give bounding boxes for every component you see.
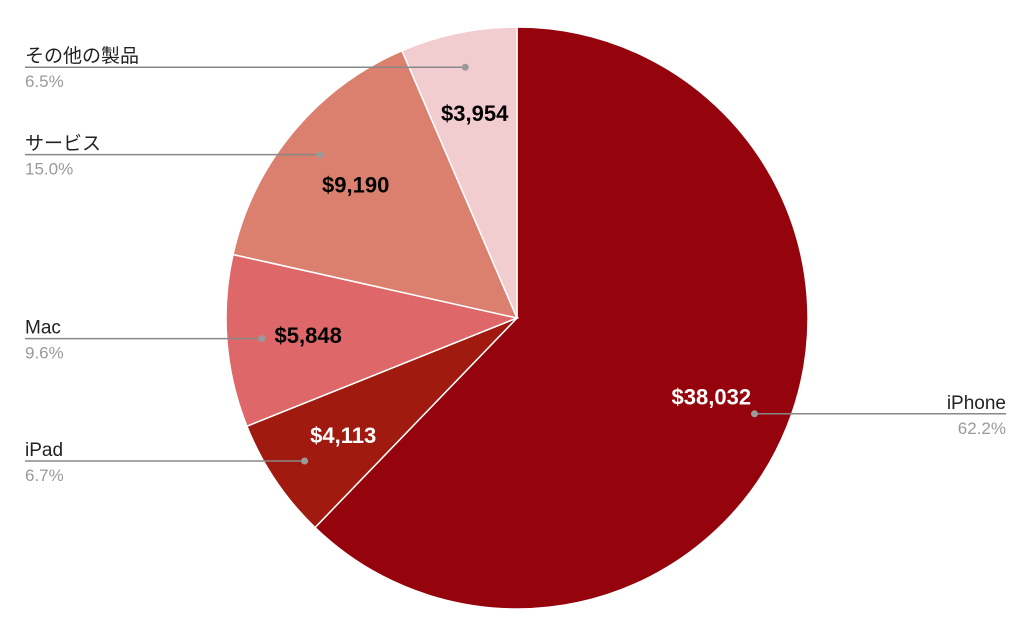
slice-2-legend-name: iPad	[25, 440, 63, 461]
pie-slice-3	[225, 253, 520, 428]
slice-3-legend-name: Mac	[25, 318, 61, 339]
slice-2-legend-percent: 6.7%	[25, 466, 64, 485]
slice-1-legend-name: iPhone	[947, 393, 1006, 414]
slice-4-legend-percent: 15.0%	[25, 160, 73, 179]
slice-5-value-label: $3,954	[441, 101, 509, 126]
pie-slice-5	[400, 26, 518, 319]
slice-2-value-label: $4,113	[310, 423, 376, 448]
slice-4-value-label: $9,190	[322, 172, 389, 197]
slice-3-leader-dot	[258, 335, 266, 343]
slice-1-value-label: $38,032	[672, 384, 752, 409]
slice-1-leader-dot	[751, 410, 758, 418]
pie-slices	[225, 26, 809, 610]
slice-3-value-label: $5,848	[275, 323, 342, 348]
pie-slice-1	[313, 26, 809, 610]
slice-2-leader-dot	[301, 457, 309, 465]
slice-5-legend-percent: 6.5%	[25, 72, 64, 91]
slice-5-legend-name: その他の製品	[25, 45, 139, 67]
slice-3-legend-percent: 9.6%	[25, 344, 64, 363]
slice-4-legend-name: サービス	[25, 133, 101, 155]
slice-value-labels: $38,032 $4,113 $5,848 $9,190 $3,954	[275, 101, 752, 448]
slice-4-leader-dot	[316, 151, 324, 159]
slice-1-legend-percent: 62.2%	[958, 419, 1006, 438]
pie-slice-2	[245, 317, 518, 529]
slice-5-leader-dot	[461, 63, 469, 71]
pie-slice-4	[232, 49, 519, 320]
legend-callouts: iPhone 62.2% iPad 6.7% Mac 9.6% サービス 15.0% その他の製…	[25, 45, 1006, 485]
